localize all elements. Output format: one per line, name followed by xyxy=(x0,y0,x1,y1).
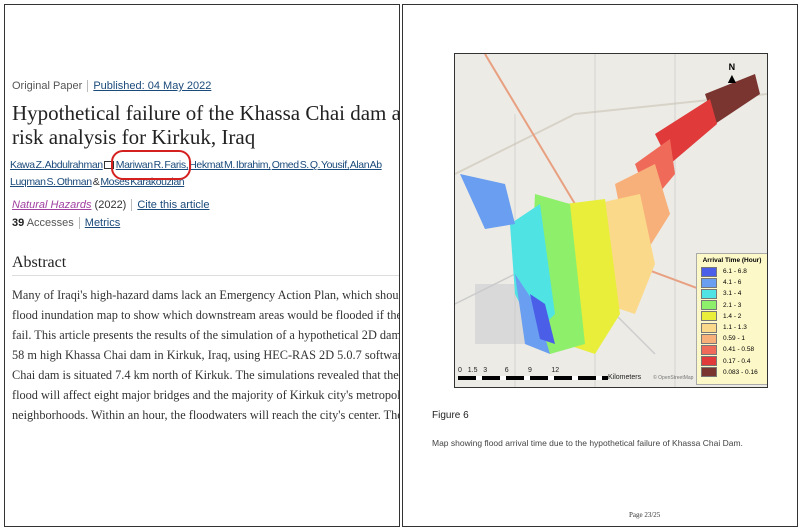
legend-swatch xyxy=(701,311,717,322)
scale-bar: 0 1.5 3 6 9 12 Kilometers © OpenStreetMap xyxy=(458,367,694,381)
article-type: Original Paper xyxy=(12,80,83,92)
author-list: Kawa Z. Abdulrahman Mariwan R. Faris, He… xyxy=(10,157,396,191)
accesses-label: Accesses xyxy=(26,217,74,229)
legend-label: 3.1 - 4 xyxy=(723,290,742,298)
author-link[interactable]: Mariwan R. Faris, xyxy=(115,159,189,171)
article-meta: Original Paper Published: 04 May 2022 xyxy=(12,80,212,93)
figure-label: Figure 6 xyxy=(432,410,469,421)
figure-caption: Map showing flood arrival time due to th… xyxy=(432,438,743,448)
legend-label: 0.17 - 0.4 xyxy=(723,357,751,365)
article-panel: Original Paper Published: 04 May 2022 Hyp… xyxy=(4,4,400,527)
year: (2022) xyxy=(94,199,127,211)
legend-item: 6.1 - 6.8 xyxy=(697,266,767,277)
legend-item: 2.1 - 3 xyxy=(697,300,767,311)
legend-label: 0.083 - 0.16 xyxy=(723,368,758,376)
abstract-heading: Abstract xyxy=(12,254,67,271)
author-link[interactable]: Kawa Z. Abdulrahman xyxy=(10,159,103,171)
legend-item: 1.4 - 2 xyxy=(697,311,767,322)
pdf-panel: N ▲ 0 1.5 3 6 9 12 Kilometers © OpenStreetM… xyxy=(402,4,798,527)
legend-item: 0.17 - 0.4 xyxy=(697,356,767,367)
divider xyxy=(12,275,399,276)
red-highlight-circle xyxy=(111,150,191,180)
legend-swatch xyxy=(701,300,717,311)
accesses-count: 39 xyxy=(12,217,25,229)
author-link[interactable]: Omed S. Q. Yousif, xyxy=(271,159,350,171)
legend-item: 0.41 - 0.58 xyxy=(697,344,767,355)
legend-item: 1.1 - 1.3 xyxy=(697,322,767,333)
author-link[interactable]: Hekmat M. Ibrahim, xyxy=(189,159,271,171)
legend-label: 0.41 - 0.58 xyxy=(723,346,755,354)
map-attribution: © OpenStreetMap xyxy=(653,374,694,381)
legend-swatch xyxy=(701,333,717,344)
scale-unit: Kilometers xyxy=(608,374,642,381)
legend-label: 0.59 - 1 xyxy=(723,335,746,343)
map-legend: Arrival Time (Hour) 6.1 - 6.8 4.1 - 6 3.1 … xyxy=(696,253,767,385)
legend-item: 0.59 - 1 xyxy=(697,333,767,344)
legend-label: 6.1 - 6.8 xyxy=(723,268,747,276)
flood-zone xyxy=(460,174,515,229)
legend-swatch xyxy=(701,277,717,288)
flood-zone xyxy=(705,74,760,124)
legend-swatch xyxy=(701,288,717,299)
flood-zone xyxy=(530,294,555,344)
email-icon[interactable] xyxy=(103,161,114,170)
legend-item: 4.1 - 6 xyxy=(697,277,767,288)
and-text: & xyxy=(92,176,100,188)
page-number: Page 23/25 xyxy=(629,511,661,519)
legend-swatch xyxy=(701,322,717,333)
abstract-text: Many of Iraqi's high-hazard dams lack an… xyxy=(12,288,400,422)
legend-swatch xyxy=(701,266,717,277)
legend-item: 0.083 - 0.16 xyxy=(697,367,767,378)
north-arrow: N ▲ xyxy=(725,62,739,86)
flood-map: N ▲ 0 1.5 3 6 9 12 Kilometers © OpenStreetM… xyxy=(454,53,768,388)
legend-swatch xyxy=(701,344,717,355)
journal-line: Natural Hazards (2022) Cite this article xyxy=(12,199,210,212)
legend-swatch xyxy=(701,367,717,378)
author-link[interactable]: Alan Ab xyxy=(349,159,382,171)
access-line: 39 Accesses Metrics xyxy=(12,217,121,230)
legend-label: 1.1 - 1.3 xyxy=(723,324,747,332)
journal-link[interactable]: Natural Hazards xyxy=(12,199,92,211)
metrics-link[interactable]: Metrics xyxy=(84,217,121,229)
legend-title: Arrival Time (Hour) xyxy=(702,257,762,264)
author-link[interactable]: Luqman S. Othman xyxy=(10,176,92,188)
cite-link[interactable]: Cite this article xyxy=(137,199,210,211)
legend-label: 2.1 - 3 xyxy=(723,301,742,309)
article-title: Hypothetical failure of the Khassa Chai … xyxy=(12,101,400,149)
legend-label: 4.1 - 6 xyxy=(723,279,742,287)
map-graphic xyxy=(455,54,767,387)
legend-label: 1.4 - 2 xyxy=(723,312,742,320)
legend-item: 3.1 - 4 xyxy=(697,288,767,299)
published-link[interactable]: Published: 04 May 2022 xyxy=(93,80,212,92)
legend-swatch xyxy=(701,356,717,367)
